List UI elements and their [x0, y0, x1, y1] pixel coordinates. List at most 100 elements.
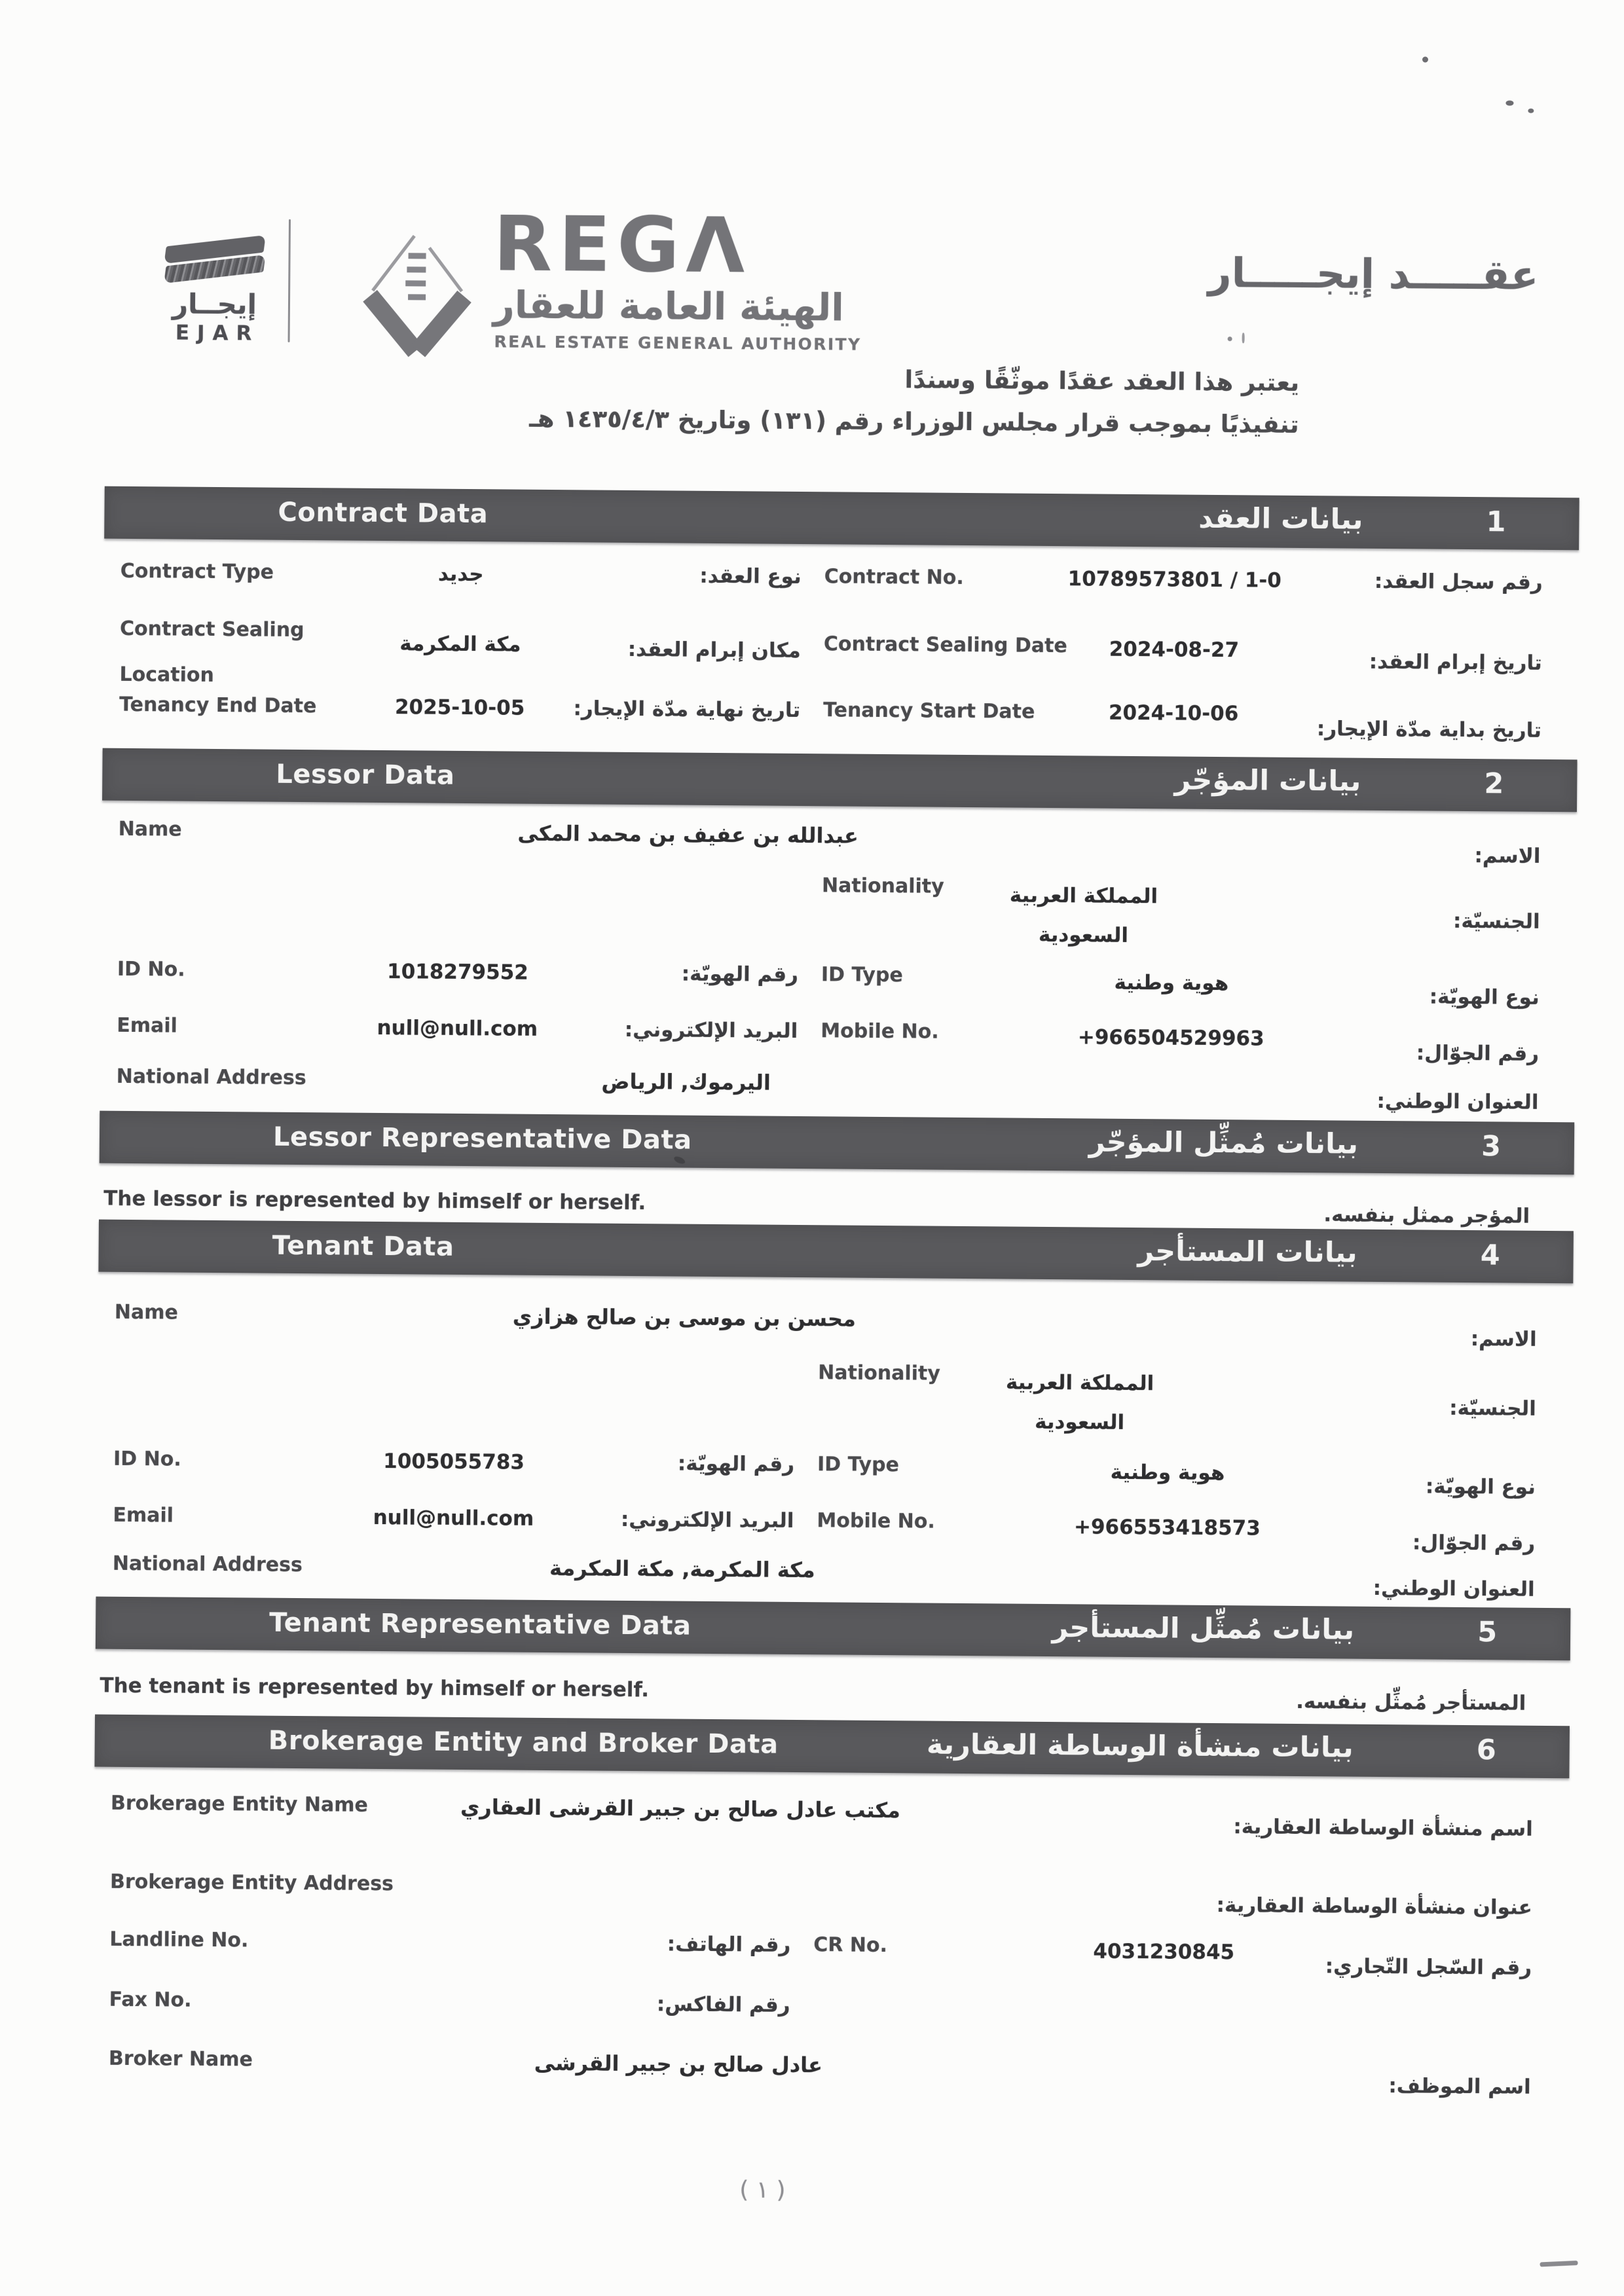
brokerage-address-value [418, 1872, 942, 1876]
lessor-nationality-label-en: Nationality [821, 874, 944, 898]
ejar-logo-arabic: إيجــار [172, 287, 257, 321]
section-4-title-en: Tenant Data [272, 1230, 454, 1262]
cr-no-label-ar: رقم السّجل التّجاري: [1325, 1954, 1532, 1980]
broker-name-label-en: Broker Name [108, 2047, 253, 2071]
contract-type-value: جديد [437, 562, 484, 587]
rega-logo-arabic: الهيئة العامة للعقار [492, 283, 845, 330]
brokerage-name-label-ar: اسم منشأة الوساطة العقارية: [1233, 1815, 1533, 1841]
section-1-number: 1 [1486, 505, 1506, 539]
intro-line-2: تنفيذيًا بموجب قرار مجلس الوزراء رقم (١٣… [529, 404, 1299, 439]
sealing-location-value: مكة المكرمة [399, 632, 521, 657]
tenant-id-type-label-en: ID Type [817, 1453, 900, 1477]
lessor-name-value: عبدالله بن عفيف بن محمد المكى [517, 820, 859, 848]
row-tenant-id: ID No. 1005055783 رقم الهويّة: ID Type ه… [97, 1448, 1572, 1499]
tenant-email-label-en: Email [113, 1503, 174, 1527]
cr-no-label-en: CR No. [813, 1933, 888, 1958]
landline-label-en: Landline No. [109, 1927, 249, 1952]
row-brokerage-entity-name: Brokerage Entity Name مكتب عادل صالح بن … [94, 1792, 1569, 1841]
tenant-mobile-value: +966553418573 [1073, 1515, 1261, 1540]
row-lessor-national-address: National Address اليرموك, الرياض العنوان… [100, 1065, 1575, 1114]
section-2-header-bar: Lessor Data بيانات المؤجّر 2 [102, 748, 1578, 812]
section-4-header-bar: Tenant Data بيانات المستأجر 4 [98, 1219, 1574, 1284]
section-6-title-ar: بيانات منشأة الوساطة العقارية [926, 1728, 1354, 1764]
brokerage-name-label-en: Brokerage Entity Name [110, 1791, 368, 1817]
fax-label-en: Fax No. [109, 1988, 192, 2012]
tenant-address-label-ar: العنوان الوطني: [1373, 1576, 1535, 1601]
section-1-header-bar: Contract Data بيانات العقد 1 [104, 486, 1579, 551]
intro-line-1: يعتبر هذا العقد عقدًا موثّقًا وسندًا [904, 365, 1300, 397]
ejar-logo: إيجــار EJAR [160, 234, 268, 346]
sealing-location-label-ar: مكان إبرام العقد: [627, 637, 801, 663]
lessor-name-label-ar: الاسم: [1474, 844, 1541, 868]
tenant-id-no-value: 1005055783 [383, 1449, 525, 1474]
cr-no-value: 4031230845 [1093, 1939, 1235, 1965]
scan-speck [1528, 108, 1534, 113]
section-2-title-ar: بيانات المؤجّر [1174, 763, 1361, 798]
sealing-date-value: 2024-08-27 [1109, 637, 1240, 663]
tenant-name-value: محسن بن موسى بن صالح هزازي [512, 1303, 857, 1332]
lessor-mobile-value: +966504529963 [1077, 1025, 1264, 1051]
tenant-name-label-ar: الاسم: [1470, 1327, 1537, 1351]
section-3-header-bar: Lessor Representative Data بيانات مُمثِّ… [99, 1110, 1575, 1175]
tenant-id-no-label-ar: رقم الهويّة: [677, 1451, 795, 1476]
lessor-address-label-ar: العنوان الوطني: [1376, 1089, 1539, 1114]
tenant-nationality-label-ar: الجنسيّة: [1449, 1396, 1536, 1421]
landline-label-ar: رقم الهاتف: [667, 1932, 791, 1957]
contract-no-value: 10789573801 / 1-0 [1067, 567, 1282, 592]
contract-type-label-en: Contract Type [120, 559, 274, 584]
contract-type-label-ar: نوع العقد: [699, 564, 802, 589]
section-4-title-ar: بيانات المستأجر [1137, 1235, 1357, 1269]
row-lessor-id: ID No. 1018279552 رقم الهويّة: ID Type ه… [101, 958, 1576, 1010]
tenant-name-label-en: Name [114, 1300, 178, 1324]
scan-dash [1540, 2260, 1578, 2267]
lessor-id-type-label-en: ID Type [821, 963, 903, 987]
lessor-address-value: اليرموك, الرياض [601, 1068, 771, 1095]
row-landline-and-cr: Landline No. رقم الهاتف: CR No. 40312308… [94, 1928, 1568, 1980]
tenant-rep-note-en: The tenant is represented by himself or … [100, 1673, 650, 1702]
section-5-title-en: Tenant Representative Data [268, 1607, 692, 1641]
tenant-address-label-en: National Address [112, 1552, 303, 1577]
lessor-id-no-value: 1018279552 [386, 960, 528, 985]
section-5-title-ar: بيانات مُمثِّل المستأجر [1052, 1611, 1355, 1647]
header-divider [287, 219, 291, 342]
page-number: ( ١ ) [739, 2176, 786, 2204]
section-3-number: 3 [1481, 1130, 1502, 1163]
ejar-logo-latin: EJAR [175, 321, 260, 346]
rega-logo-name: REGΛ [493, 200, 752, 291]
lessor-nationality-label-ar: الجنسيّة: [1452, 909, 1540, 934]
row-contract-type-and-no: Contract Type جديد نوع العقد: Contract N… [104, 560, 1579, 594]
scan-speck [1505, 100, 1514, 106]
sealing-date-label-ar: تاريخ إبرام العقد: [1369, 649, 1542, 675]
tenant-email-label-ar: البريد الإلكتروني: [620, 1507, 794, 1533]
lessor-email-label-en: Email [117, 1013, 178, 1038]
row-tenancy-dates: Tenancy End Date 2025-10-05 تاريخ نهاية … [103, 693, 1578, 742]
lessor-email-value: null@null.com [377, 1015, 538, 1041]
brokerage-address-label-en: Brokerage Entity Address [109, 1870, 394, 1896]
contract-no-label-en: Contract No. [824, 565, 964, 589]
tenancy-end-label-ar: تاريخ نهاية مدّة الإيجار: [573, 697, 801, 723]
lessor-address-label-en: National Address [116, 1065, 306, 1090]
tenancy-end-label-en: Tenancy End Date [119, 693, 317, 718]
section-6-header-bar: Brokerage Entity and Broker Data بيانات … [94, 1714, 1570, 1779]
section-6-title-en: Brokerage Entity and Broker Data [268, 1725, 779, 1760]
lessor-id-no-label-en: ID No. [117, 957, 185, 981]
tenant-address-value: مكة المكرمة, مكة المكرمة [549, 1556, 815, 1583]
tenant-rep-note-ar: المستأجر مُمثِّل بنفسه. [1295, 1689, 1526, 1715]
scan-speck [1227, 337, 1232, 342]
lessor-id-no-label-ar: رقم الهويّة: [681, 962, 799, 987]
lessor-id-type-label-ar: نوع الهويّة: [1429, 985, 1540, 1010]
lessor-rep-note-en: The lessor is represented by himself or … [103, 1186, 646, 1215]
tenant-id-no-label-en: ID No. [113, 1447, 181, 1471]
lessor-mobile-label-ar: رقم الجوّال: [1416, 1041, 1540, 1066]
rega-logo-subtitle: REAL ESTATE GENERAL AUTHORITY [494, 332, 862, 354]
landline-value [280, 1929, 620, 1932]
scan-speck [1242, 333, 1245, 344]
lessor-nationality-value: المملكة العربية السعودية [1009, 883, 1158, 947]
row-broker-name: Broker Name عادل صالح بن جبير القرشى اسم… [92, 2047, 1567, 2099]
section-3-title-ar: بيانات مُمثِّل المؤجّر [1088, 1125, 1359, 1161]
brokerage-address-label-ar: عنوان منشأة الوساطة العقارية: [1216, 1893, 1532, 1920]
broker-name-value: عادل صالح بن جبير القرشى [534, 2050, 823, 2078]
section-2-title-en: Lessor Data [276, 759, 455, 791]
